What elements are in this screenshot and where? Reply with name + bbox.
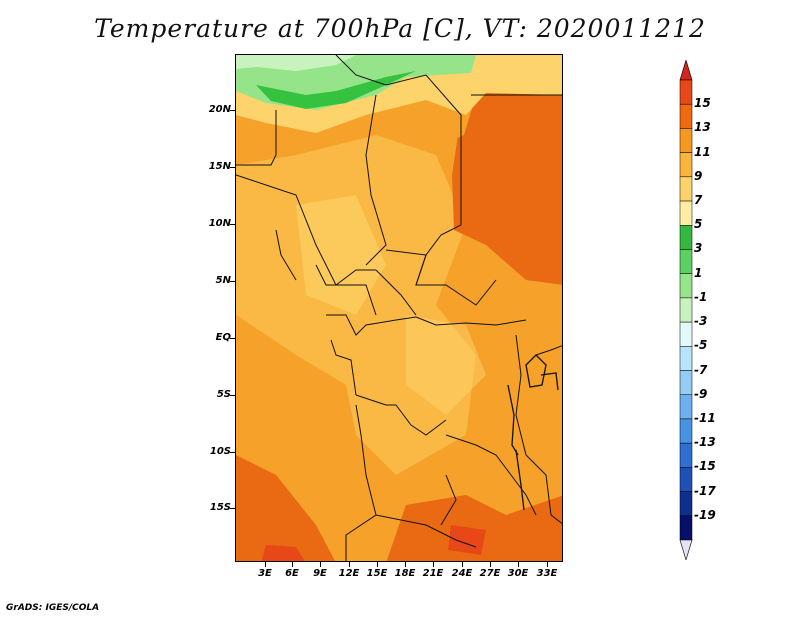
colorbar-swatch — [679, 467, 693, 492]
colorbar-swatch — [679, 249, 693, 274]
colorbar-min-triangle — [679, 539, 693, 560]
colorbar-swatch — [679, 418, 693, 444]
colorbar-swatch — [679, 442, 693, 468]
colorbar-label: -7 — [694, 362, 708, 377]
colorbar-swatch — [679, 152, 693, 178]
lakes — [507, 354, 559, 511]
lon-tick — [377, 562, 378, 567]
colorbar-swatch — [679, 321, 693, 347]
lon-tick — [292, 562, 293, 567]
lon-tick — [433, 562, 434, 567]
colorbar-label: 1 — [694, 265, 703, 280]
colorbar-swatch — [679, 225, 693, 250]
lat-label-5s: 5S — [216, 389, 231, 400]
colorbar-label: 9 — [694, 168, 703, 183]
colorbar-label: 13 — [694, 120, 711, 135]
lon-label-18e: 18E — [394, 568, 416, 579]
grads-credit: GrADS: IGES/COLA — [6, 603, 100, 613]
lon-tick — [405, 562, 406, 567]
lon-label-33e: 33E — [536, 568, 558, 579]
colorbar-swatch — [679, 128, 693, 153]
colorbar-label: -9 — [694, 386, 708, 401]
colorbar-label: 5 — [694, 217, 703, 232]
colorbar-label: -11 — [694, 410, 716, 425]
country-borders — [236, 55, 562, 561]
colorbar-swatch — [679, 394, 693, 420]
north-green-band — [256, 71, 416, 109]
lon-tick — [320, 562, 321, 567]
lon-tick — [349, 562, 350, 567]
colorbar-label: 3 — [694, 241, 703, 256]
lon-tick — [490, 562, 491, 567]
north-lightest-band — [236, 55, 356, 71]
lon-label-6e: 6E — [285, 568, 299, 579]
colorbar-max-triangle — [679, 60, 693, 81]
lon-label-3e: 3E — [258, 568, 272, 579]
colorbar-label: -3 — [694, 314, 708, 329]
lat-tick — [230, 452, 235, 453]
south-hot-region — [386, 495, 562, 561]
colorbar-swatch — [679, 273, 693, 299]
colorbar-swatch — [679, 176, 693, 202]
temperature-field — [236, 55, 562, 561]
lat-label-15n: 15N — [208, 161, 231, 172]
colorbar-label: 15 — [694, 96, 711, 111]
colorbar-swatch — [679, 346, 693, 371]
lat-label-eq: EQ — [215, 332, 231, 343]
colorbar-label: 11 — [694, 144, 711, 159]
lat-tick — [230, 167, 235, 168]
colorbar-swatch — [679, 79, 693, 105]
colorbar-swatch — [679, 515, 693, 541]
lon-label-21e: 21E — [422, 568, 444, 579]
lon-tick — [462, 562, 463, 567]
lon-label-24e: 24E — [451, 568, 473, 579]
lon-label-12e: 12E — [338, 568, 360, 579]
lon-tick — [265, 562, 266, 567]
map-title: Temperature at 700hPa [C], VT: 202001121… — [94, 14, 706, 43]
colorbar-label: -15 — [694, 459, 716, 474]
colorbar-label: -19 — [694, 507, 716, 522]
lat-label-15s: 15S — [209, 502, 231, 513]
temperature-map — [235, 54, 563, 562]
colorbar-label: -5 — [694, 338, 708, 353]
southwest-hot-region — [236, 455, 335, 561]
lon-label-27e: 27E — [479, 568, 501, 579]
colorbar — [679, 60, 693, 560]
colorbar-label: 7 — [694, 193, 703, 208]
northeast-hot-region — [452, 85, 562, 285]
lat-tick — [230, 338, 235, 339]
lon-label-15e: 15E — [366, 568, 388, 579]
lat-tick — [230, 508, 235, 509]
colorbar-swatch — [679, 491, 693, 517]
colorbar-swatch — [679, 370, 693, 395]
lat-tick — [230, 281, 235, 282]
central-pale-patch — [406, 315, 486, 415]
colorbar-label: -17 — [694, 483, 716, 498]
lon-tick — [518, 562, 519, 567]
colorbar-swatch — [679, 103, 693, 129]
colorbar-swatch — [679, 297, 693, 323]
lat-tick — [230, 110, 235, 111]
colorbar-swatch — [679, 200, 693, 226]
lat-tick — [230, 224, 235, 225]
lat-label-10s: 10S — [209, 446, 231, 457]
southwest-hotspot — [261, 545, 305, 561]
lat-label-10n: 10N — [208, 218, 231, 229]
south-hotspot — [448, 525, 486, 555]
lon-label-9e: 9E — [313, 568, 327, 579]
lat-tick — [230, 395, 235, 396]
colorbar-label: -13 — [694, 435, 716, 450]
lon-tick — [547, 562, 548, 567]
lat-label-20n: 20N — [208, 104, 231, 115]
lat-label-5n: 5N — [215, 275, 231, 286]
lon-label-30e: 30E — [507, 568, 529, 579]
colorbar-label: -1 — [694, 289, 708, 304]
